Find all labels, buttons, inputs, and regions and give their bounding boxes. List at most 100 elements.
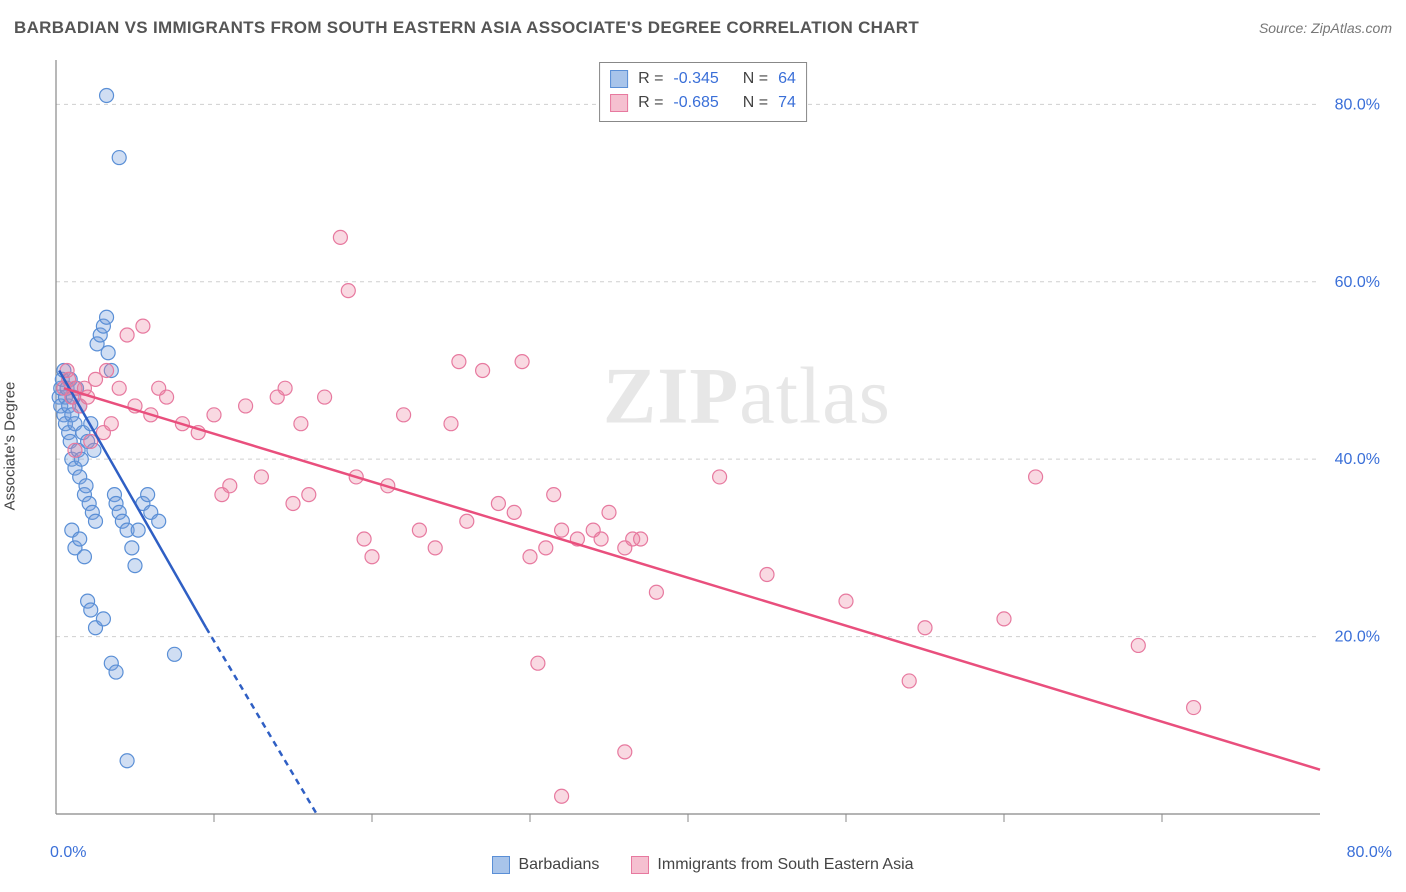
y-grid-label: 20.0% bbox=[1335, 629, 1380, 646]
corr-r-value: -0.345 bbox=[673, 67, 718, 91]
data-point bbox=[1029, 470, 1043, 484]
data-point bbox=[89, 514, 103, 528]
data-point bbox=[547, 488, 561, 502]
data-point bbox=[918, 621, 932, 635]
legend-label: Immigrants from South Eastern Asia bbox=[657, 856, 913, 874]
data-point bbox=[760, 567, 774, 581]
data-point bbox=[428, 541, 442, 555]
correlation-legend: R = -0.345 N = 64 R = -0.685 N = 74 bbox=[599, 62, 807, 122]
data-point bbox=[318, 390, 332, 404]
data-point bbox=[141, 488, 155, 502]
data-point bbox=[109, 665, 123, 679]
scatter-plot-svg: 20.0% 40.0% 60.0% 80.0% bbox=[48, 56, 1392, 832]
legend-swatch-immigrants bbox=[631, 856, 649, 874]
bottom-legend-item-immigrants: Immigrants from South Eastern Asia bbox=[631, 856, 913, 874]
data-point bbox=[412, 523, 426, 537]
data-point bbox=[341, 284, 355, 298]
data-point bbox=[539, 541, 553, 555]
data-point bbox=[136, 319, 150, 333]
data-point bbox=[515, 355, 529, 369]
data-point bbox=[278, 381, 292, 395]
data-point bbox=[491, 497, 505, 511]
corr-legend-row-barbadians: R = -0.345 N = 64 bbox=[610, 67, 796, 91]
legend-swatch-barbadians bbox=[492, 856, 510, 874]
data-point bbox=[1187, 701, 1201, 715]
data-point bbox=[839, 594, 853, 608]
corr-r-label: R = bbox=[638, 67, 663, 91]
source-label: Source: bbox=[1259, 20, 1311, 36]
bottom-legend: Barbadians Immigrants from South Eastern … bbox=[0, 856, 1406, 874]
legend-swatch-barbadians bbox=[610, 70, 628, 88]
data-point bbox=[254, 470, 268, 484]
data-point bbox=[357, 532, 371, 546]
data-point bbox=[84, 603, 98, 617]
data-point bbox=[531, 656, 545, 670]
data-point bbox=[476, 363, 490, 377]
source-value: ZipAtlas.com bbox=[1311, 20, 1392, 36]
data-point bbox=[634, 532, 648, 546]
data-point bbox=[294, 417, 308, 431]
data-point bbox=[365, 550, 379, 564]
data-point bbox=[460, 514, 474, 528]
plot-area: 20.0%40.0%60.0%80.0% ZIPatlas bbox=[48, 56, 1392, 832]
chart-title: BARBADIAN VS IMMIGRANTS FROM SOUTH EASTE… bbox=[14, 18, 919, 38]
y-grid-label: 60.0% bbox=[1335, 274, 1380, 291]
data-point bbox=[286, 497, 300, 511]
data-point bbox=[649, 585, 663, 599]
data-point bbox=[131, 523, 145, 537]
data-point bbox=[555, 523, 569, 537]
data-point bbox=[79, 479, 93, 493]
data-point bbox=[120, 754, 134, 768]
data-point bbox=[96, 612, 110, 626]
data-point bbox=[125, 541, 139, 555]
bottom-legend-item-barbadians: Barbadians bbox=[492, 856, 599, 874]
source-attribution: Source: ZipAtlas.com bbox=[1259, 20, 1392, 36]
corr-n-label: N = bbox=[743, 91, 768, 115]
data-point bbox=[618, 745, 632, 759]
y-axis-label: Associate's Degree bbox=[2, 382, 19, 511]
data-point bbox=[1131, 638, 1145, 652]
data-point bbox=[128, 559, 142, 573]
data-point bbox=[523, 550, 537, 564]
data-point bbox=[507, 505, 521, 519]
data-point bbox=[902, 674, 916, 688]
data-point bbox=[239, 399, 253, 413]
corr-n-label: N = bbox=[743, 67, 768, 91]
data-point bbox=[997, 612, 1011, 626]
corr-n-value: 74 bbox=[778, 91, 796, 115]
data-point bbox=[100, 310, 114, 324]
data-point bbox=[333, 230, 347, 244]
corr-n-value: 64 bbox=[778, 67, 796, 91]
data-point bbox=[594, 532, 608, 546]
legend-label: Barbadians bbox=[518, 856, 599, 874]
data-point bbox=[160, 390, 174, 404]
corr-r-label: R = bbox=[638, 91, 663, 115]
legend-swatch-immigrants bbox=[610, 94, 628, 112]
data-point bbox=[207, 408, 221, 422]
corr-legend-row-immigrants: R = -0.685 N = 74 bbox=[610, 91, 796, 115]
data-point bbox=[152, 514, 166, 528]
data-point bbox=[452, 355, 466, 369]
data-point bbox=[101, 346, 115, 360]
data-point bbox=[602, 505, 616, 519]
data-point bbox=[555, 789, 569, 803]
data-point bbox=[100, 363, 114, 377]
data-point bbox=[713, 470, 727, 484]
data-point bbox=[223, 479, 237, 493]
data-point bbox=[77, 550, 91, 564]
y-grid-label: 80.0% bbox=[1335, 96, 1380, 113]
data-point bbox=[68, 443, 82, 457]
data-point bbox=[104, 417, 118, 431]
data-point bbox=[73, 532, 87, 546]
data-point bbox=[444, 417, 458, 431]
data-point bbox=[120, 328, 134, 342]
data-point bbox=[397, 408, 411, 422]
corr-r-value: -0.685 bbox=[673, 91, 718, 115]
data-point bbox=[112, 381, 126, 395]
data-point bbox=[112, 151, 126, 165]
y-grid-label: 40.0% bbox=[1335, 451, 1380, 468]
data-point bbox=[168, 647, 182, 661]
data-point bbox=[100, 88, 114, 102]
data-point bbox=[302, 488, 316, 502]
header: BARBADIAN VS IMMIGRANTS FROM SOUTH EASTE… bbox=[14, 18, 1392, 38]
